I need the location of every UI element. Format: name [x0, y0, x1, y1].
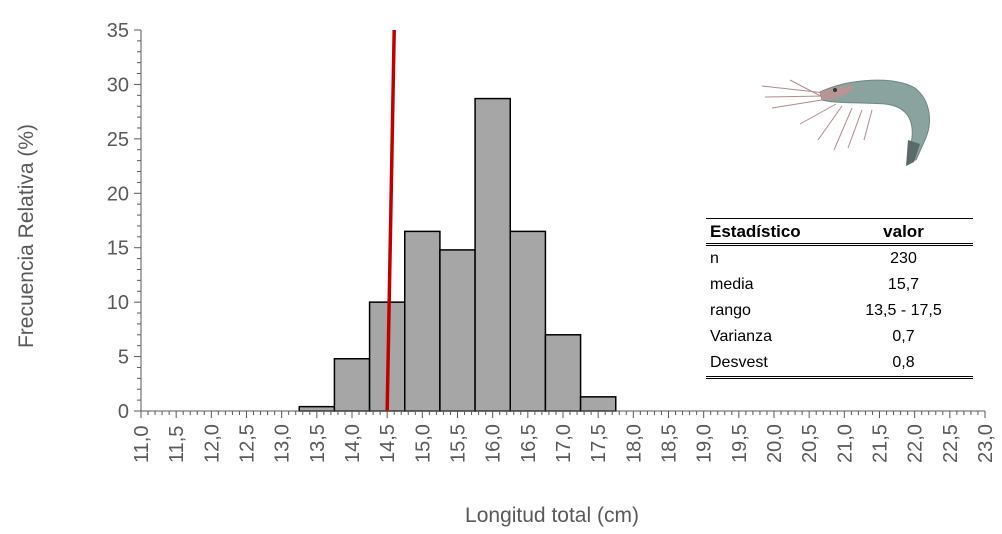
stats-label: Desvest	[710, 354, 768, 371]
histogram-bar	[474, 97, 512, 412]
stats-row: media 15,7	[706, 272, 973, 298]
y-tick-labels: 0 5 10 15 20 25 30 35	[107, 20, 129, 423]
y-tick-label: 35	[107, 20, 129, 42]
x-tick-label: 21,5	[870, 424, 892, 463]
stats-value: 230	[890, 250, 917, 267]
reference-line-group	[385, 29, 396, 412]
x-tick-label: 15,0	[412, 424, 434, 463]
reference-line	[385, 29, 396, 412]
stats-table-header: Estadístico valor	[706, 218, 973, 246]
stats-row: n 230	[706, 246, 973, 272]
x-tick-label: 18,0	[623, 424, 645, 463]
x-tick-label: 20,0	[764, 424, 786, 463]
x-tick-label: 18,5	[659, 424, 681, 463]
histogram-bar	[509, 230, 547, 412]
x-tick-label: 20,5	[799, 424, 821, 463]
x-tick-labels: 11,0 11,5 12,0 12,5 13,0 13,5 14,0 14,5 15,0 15,5…	[131, 424, 997, 463]
bars-group	[298, 97, 617, 412]
stats-value: 15,7	[887, 276, 920, 293]
x-tick-label: 16,0	[483, 424, 505, 463]
x-tick-label: 13,5	[307, 424, 329, 463]
x-tick-label: 14,5	[377, 424, 399, 463]
stats-value: 0,8	[892, 354, 915, 371]
x-tick-label: 12,5	[237, 424, 259, 463]
stats-row: Desvest 0,8	[706, 350, 973, 379]
histogram-bar	[298, 405, 336, 412]
x-tick-label: 11,0	[131, 426, 153, 463]
y-tick-label: 10	[107, 292, 129, 314]
stats-table: Estadístico valor n 230 media 15,7 rango…	[706, 218, 973, 379]
x-tick-label: 21,0	[834, 424, 856, 463]
stats-value: 0,7	[892, 328, 915, 345]
stats-label: n	[710, 250, 719, 267]
x-tick-label: 17,0	[553, 424, 575, 463]
y-tick-label: 20	[107, 183, 129, 205]
stats-label: media	[710, 276, 754, 293]
x-tick-label: 22,0	[905, 424, 927, 463]
x-tick-label: 13,0	[272, 424, 294, 463]
histogram-bar	[404, 230, 441, 412]
y-tick-label: 30	[107, 74, 129, 96]
y-tick-label: 15	[107, 238, 129, 260]
stats-row: Varianza 0,7	[706, 324, 973, 350]
x-tick-label: 16,5	[518, 424, 540, 463]
y-axis-title: Frecuencia Relativa (%)	[15, 124, 38, 348]
x-tick-label: 14,0	[342, 424, 364, 463]
histogram-bar	[544, 334, 582, 412]
x-tick-label: 22,5	[940, 424, 962, 463]
stats-value: 13,5 - 17,5	[865, 302, 942, 319]
histogram-bar	[439, 249, 476, 412]
shrimp-icon	[761, 79, 931, 166]
x-tick-label: 19,0	[694, 424, 716, 463]
y-tick-label: 5	[118, 347, 129, 369]
x-tick-label: 23,0	[975, 424, 997, 463]
axes-group	[134, 29, 986, 418]
x-tick-label: 19,5	[729, 424, 751, 463]
x-axis-title: Longitud total (cm)	[465, 504, 639, 527]
x-tick-label: 11,5	[166, 426, 188, 463]
y-tick-label: 25	[107, 129, 129, 151]
x-tick-label: 12,0	[201, 424, 223, 463]
stats-header-value: valor	[883, 222, 924, 241]
histogram-bar	[579, 396, 617, 412]
x-tick-label: 17,5	[588, 424, 610, 463]
stats-label: rango	[710, 302, 751, 319]
stats-header-statistic: Estadístico	[710, 222, 801, 241]
stats-row: rango 13,5 - 17,5	[706, 298, 973, 324]
y-tick-label: 0	[118, 401, 129, 423]
stats-label: Varianza	[710, 328, 772, 345]
x-tick-label: 15,5	[448, 424, 470, 463]
histogram-bar	[333, 357, 371, 412]
